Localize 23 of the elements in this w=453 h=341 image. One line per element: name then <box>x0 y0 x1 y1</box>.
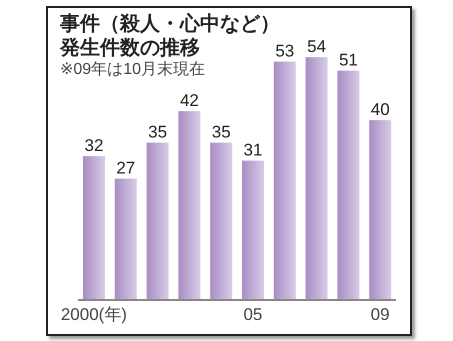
data-label: 35 <box>212 122 231 142</box>
bar <box>146 142 169 300</box>
x-tick-label: 2000(年) <box>60 305 127 324</box>
bar <box>306 57 328 300</box>
bar <box>210 142 232 300</box>
data-label: 42 <box>180 91 199 110</box>
x-tick-label: 09 <box>370 305 390 324</box>
data-label: 27 <box>116 158 136 178</box>
data-label: 54 <box>307 37 326 56</box>
data-label: 31 <box>244 140 262 160</box>
bar <box>83 156 105 300</box>
bar <box>242 160 264 300</box>
bar <box>274 62 296 300</box>
data-label: 35 <box>148 122 168 142</box>
bar <box>178 111 200 300</box>
bar <box>369 120 392 300</box>
data-label: 51 <box>338 50 358 70</box>
bar <box>337 70 360 300</box>
x-tick-label: 05 <box>243 305 262 324</box>
chart-subtitle: ※09年は10月末現在 <box>60 60 206 80</box>
bar <box>114 178 137 300</box>
data-label: 40 <box>370 100 390 120</box>
data-label: 32 <box>84 136 104 156</box>
